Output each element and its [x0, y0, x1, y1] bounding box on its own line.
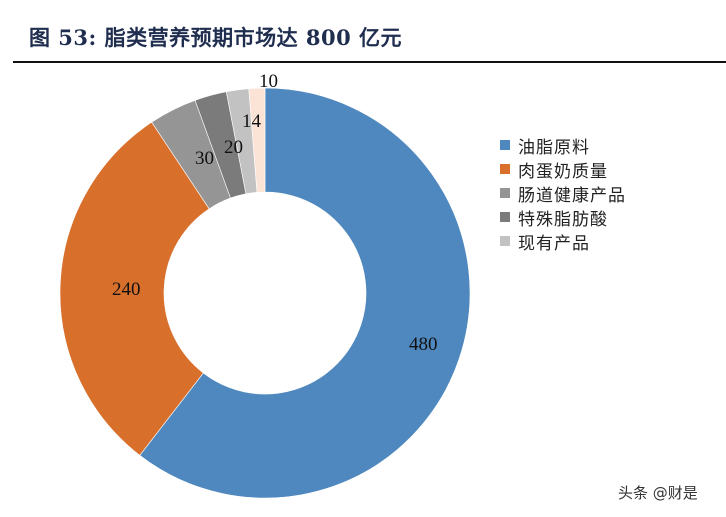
chart-title: 图 53: 脂类营养预期市场达 800 亿元: [29, 25, 403, 50]
legend-item: 肠道健康产品: [500, 181, 626, 206]
legend-swatch: [500, 188, 510, 198]
legend-label: 肠道健康产品: [518, 185, 626, 206]
legend-item: 特殊脂肪酸: [500, 205, 626, 230]
donut-slice: [59, 121, 210, 456]
legend-item: 油脂原料: [500, 133, 626, 158]
donut-slices: [59, 87, 471, 499]
data-label: 10: [259, 71, 278, 92]
legend-label: 特殊脂肪酸: [518, 209, 608, 230]
legend-swatch: [500, 236, 510, 246]
watermark: 头条 @财是: [618, 484, 698, 502]
legend-label: 现有产品: [518, 233, 590, 254]
legend-swatch: [500, 212, 510, 222]
data-label: 480: [409, 334, 438, 355]
data-label: 30: [195, 148, 214, 169]
legend-item: 肉蛋奶质量: [500, 157, 626, 182]
data-label: 240: [112, 279, 141, 300]
legend-item: 现有产品: [500, 229, 626, 254]
chart-legend: 油脂原料 肉蛋奶质量 肠道健康产品 特殊脂肪酸 现有产品: [500, 133, 626, 254]
donut-slice: [248, 87, 266, 193]
data-label: 14: [242, 111, 262, 132]
legend-label: 油脂原料: [518, 137, 590, 158]
donut-slice: [139, 87, 471, 499]
legend-swatch: [500, 140, 510, 150]
legend-swatch: [500, 164, 510, 174]
legend-label: 肉蛋奶质量: [518, 161, 608, 182]
title-divider: [13, 61, 726, 63]
data-labels: 480 240 30 20 14 10: [112, 71, 438, 355]
data-label: 20: [224, 137, 243, 158]
